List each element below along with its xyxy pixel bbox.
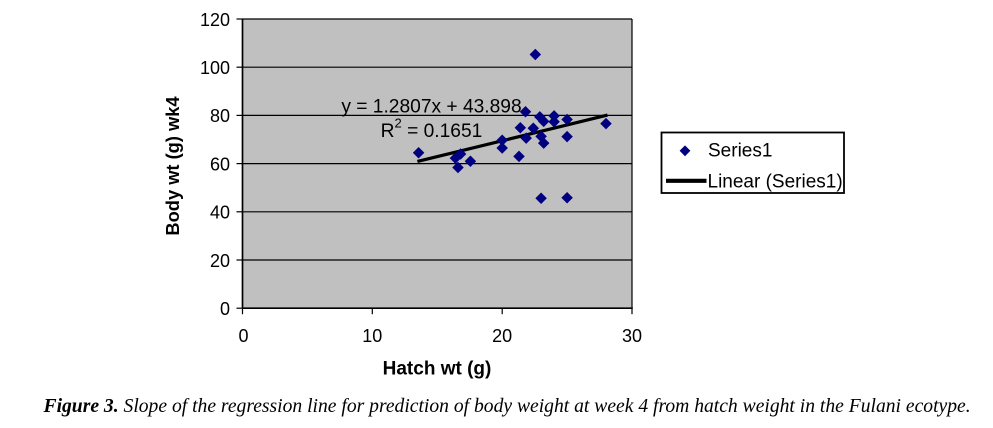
svg-text:20: 20	[210, 251, 230, 271]
svg-text:Body wt (g) wk4: Body wt (g) wk4	[162, 96, 183, 236]
svg-text:40: 40	[210, 203, 230, 223]
svg-text:y = 1.2807x + 43.898: y = 1.2807x + 43.898	[341, 96, 521, 117]
svg-text:0: 0	[238, 326, 248, 346]
svg-text:80: 80	[210, 106, 230, 126]
svg-text:100: 100	[200, 58, 230, 78]
svg-text:30: 30	[622, 326, 642, 346]
svg-text:Linear (Series1): Linear (Series1)	[708, 172, 843, 193]
svg-text:10: 10	[362, 326, 382, 346]
svg-text:Series1: Series1	[708, 140, 772, 161]
svg-text:Hatch wt (g): Hatch wt (g)	[383, 358, 492, 379]
svg-text:60: 60	[210, 154, 230, 174]
svg-text:120: 120	[200, 10, 230, 30]
svg-text:0: 0	[220, 299, 230, 319]
svg-text:20: 20	[492, 326, 512, 346]
